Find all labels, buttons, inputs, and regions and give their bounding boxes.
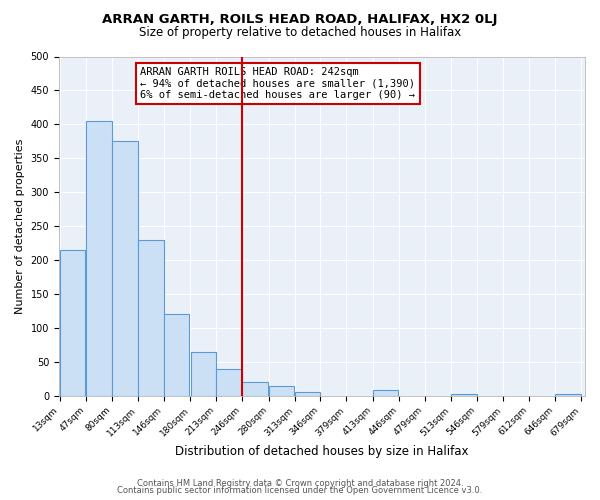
Bar bbox=[451, 394, 477, 396]
Bar bbox=[191, 352, 216, 396]
Bar bbox=[138, 240, 164, 396]
Bar bbox=[86, 121, 112, 396]
Bar bbox=[373, 390, 398, 396]
Bar bbox=[112, 142, 138, 396]
Bar bbox=[269, 386, 295, 396]
Text: Size of property relative to detached houses in Halifax: Size of property relative to detached ho… bbox=[139, 26, 461, 39]
Bar bbox=[556, 394, 581, 396]
Text: ARRAN GARTH, ROILS HEAD ROAD, HALIFAX, HX2 0LJ: ARRAN GARTH, ROILS HEAD ROAD, HALIFAX, H… bbox=[102, 12, 498, 26]
Bar bbox=[295, 392, 320, 396]
Text: Contains public sector information licensed under the Open Government Licence v3: Contains public sector information licen… bbox=[118, 486, 482, 495]
Bar bbox=[60, 250, 85, 396]
X-axis label: Distribution of detached houses by size in Halifax: Distribution of detached houses by size … bbox=[175, 444, 469, 458]
Bar bbox=[242, 382, 268, 396]
Bar bbox=[164, 314, 190, 396]
Bar bbox=[217, 368, 242, 396]
Text: ARRAN GARTH ROILS HEAD ROAD: 242sqm
← 94% of detached houses are smaller (1,390): ARRAN GARTH ROILS HEAD ROAD: 242sqm ← 94… bbox=[140, 66, 415, 100]
Text: Contains HM Land Registry data © Crown copyright and database right 2024.: Contains HM Land Registry data © Crown c… bbox=[137, 478, 463, 488]
Y-axis label: Number of detached properties: Number of detached properties bbox=[15, 138, 25, 314]
